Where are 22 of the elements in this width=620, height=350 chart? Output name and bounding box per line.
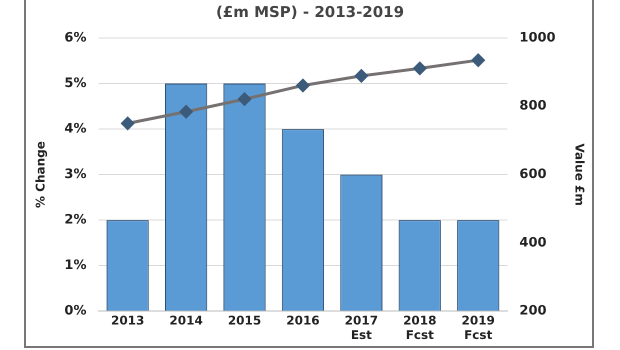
y-tick-label: 2% [64,212,86,228]
y-tick-label: 4% [64,121,86,136]
x-tick-label: 2018 Fcst [403,314,436,342]
x-tick-label: 2017 Est [344,314,378,342]
x-tick-label: 2015 [228,314,262,328]
y-tick-label: 6% [64,30,86,46]
x-tick-label: 2013 [110,314,144,328]
x-tick-label: 2014 [169,314,203,328]
y2-tick-label: 600 [519,166,547,182]
y-tick-label: 1% [64,258,86,274]
x-tick-label: 2016 [286,314,320,328]
y2-tick-label: 800 [519,98,547,114]
y2-axis-title: Value £m [572,143,587,206]
y-axis-title: % Change [33,141,48,208]
x-tick-label: 2019 Fcst [462,314,495,342]
y-tick-label: 5% [64,76,86,91]
y2-tick-label: 200 [519,304,547,319]
y-tick-label: 3% [64,166,86,182]
chart-title: (£m MSP) - 2013-2019 [216,2,404,21]
y-tick-label: 0% [64,304,86,319]
y2-tick-label: 400 [519,235,547,250]
y2-tick-label: 1000 [519,30,556,46]
